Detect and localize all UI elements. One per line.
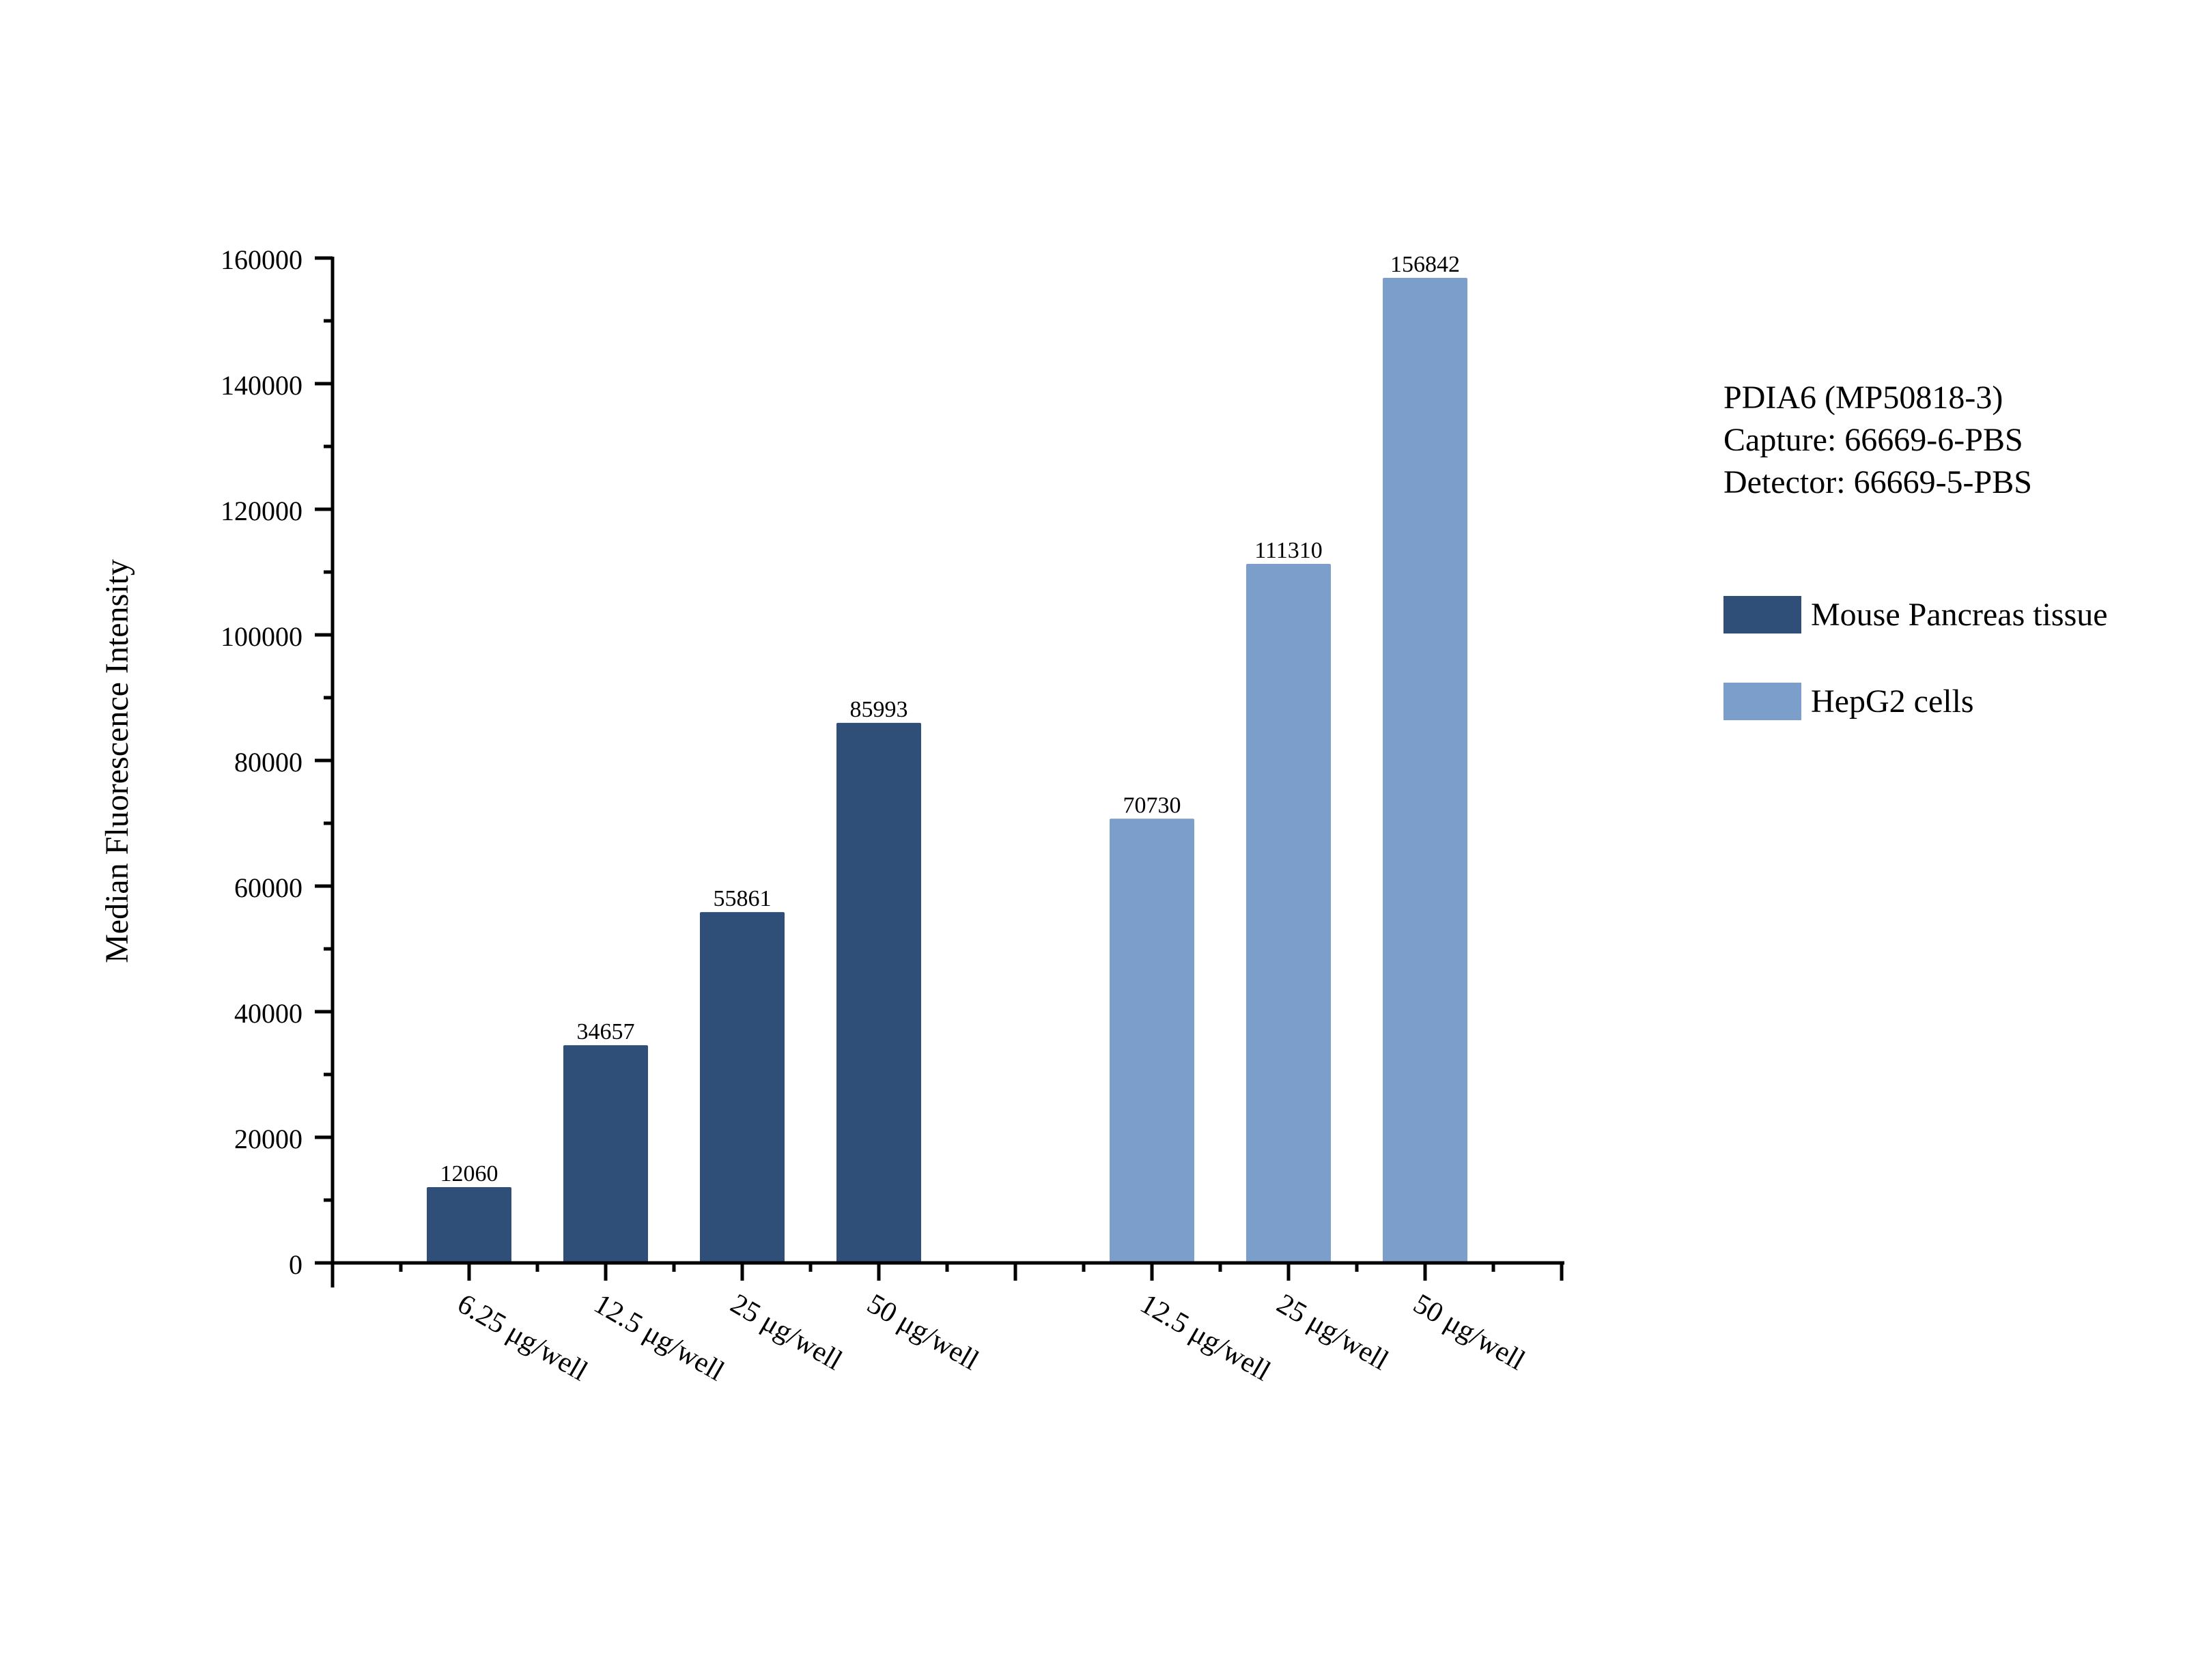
bar-value-label: 70730 <box>1123 793 1181 818</box>
y-tick-label: 100000 <box>221 621 302 652</box>
detector-antibody-label: Detector: 66669-5-PBS <box>1723 464 2032 500</box>
bar <box>563 1045 648 1263</box>
legend-label: Mouse Pancreas tissue <box>1811 596 2108 633</box>
bar-value-label: 55861 <box>714 886 772 911</box>
bar <box>836 722 921 1263</box>
bar <box>700 912 785 1263</box>
x-tick-label: 25 μg/well <box>1271 1288 1394 1377</box>
chart-info-block: PDIA6 (MP50818-3) Capture: 66669-6-PBS D… <box>1723 377 2032 504</box>
legend-swatch-hepg2 <box>1723 682 1801 720</box>
capture-antibody-label: Capture: 66669-6-PBS <box>1723 422 2023 458</box>
y-tick-label: 0 <box>289 1249 302 1280</box>
chart-title: PDIA6 (MP50818-3) <box>1723 380 2003 416</box>
y-tick-label: 160000 <box>221 244 302 275</box>
bar-value-label: 34657 <box>577 1019 635 1044</box>
x-tick-label: 6.25 μg/well <box>452 1288 593 1388</box>
y-tick-label: 40000 <box>234 998 302 1029</box>
x-tick-label: 25 μg/well <box>725 1288 847 1377</box>
bar <box>1246 563 1331 1263</box>
y-tick-label: 80000 <box>234 747 302 778</box>
bar-value-label: 111310 <box>1254 538 1322 563</box>
bar <box>427 1187 511 1263</box>
legend-label: HepG2 cells <box>1811 683 1974 720</box>
legend-swatch-mouse-pancreas <box>1723 595 1801 633</box>
y-axis-title: Median Fluorescence Intensity <box>99 559 135 963</box>
x-tick-label: 50 μg/well <box>862 1288 984 1377</box>
bar <box>1383 278 1467 1263</box>
x-axis-ticks <box>330 1263 1564 1281</box>
y-tick-label: 120000 <box>221 496 302 526</box>
legend-item-hepg2: HepG2 cells <box>1723 681 2108 722</box>
x-tick-label: 50 μg/well <box>1408 1288 1530 1377</box>
legend-item-mouse-pancreas: Mouse Pancreas tissue <box>1723 594 2108 635</box>
legend: Mouse Pancreas tissue HepG2 cells <box>1723 594 2108 767</box>
y-axis-title-group: Median Fluorescence Intensity <box>99 559 135 963</box>
x-tick-label: 12.5 μg/well <box>1135 1288 1276 1388</box>
bar-value-label: 85993 <box>850 697 908 722</box>
bar-value-labels: 12060 34657 55861 85993 70730 111310 156842 <box>440 252 1461 1186</box>
bar-value-label: 12060 <box>440 1161 498 1186</box>
y-tick-label: 140000 <box>221 370 302 401</box>
bar <box>1110 818 1194 1263</box>
bars <box>427 278 1467 1263</box>
y-axis-ticks: 0 20000 40000 60000 80000 100000 120000 140000 1… <box>221 244 333 1280</box>
bar-value-label: 156842 <box>1390 252 1460 277</box>
y-tick-label: 60000 <box>234 872 302 903</box>
y-tick-label: 20000 <box>234 1124 302 1154</box>
x-tick-label: 12.5 μg/well <box>589 1288 729 1388</box>
